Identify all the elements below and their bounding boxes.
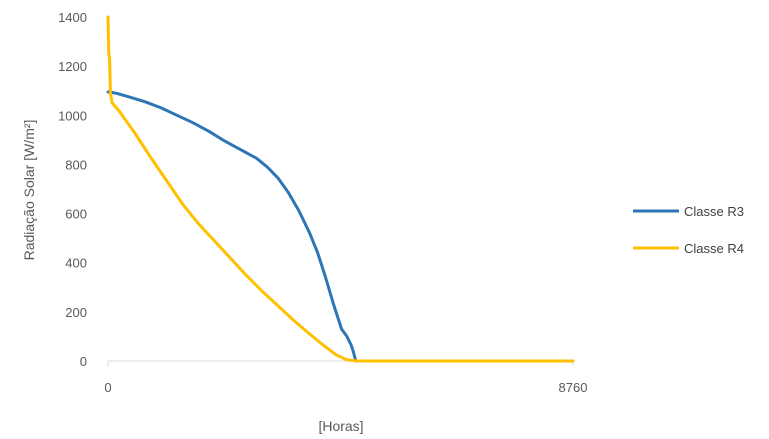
plot-area xyxy=(106,15,575,363)
legend: Classe R3 Classe R4 xyxy=(633,204,744,256)
legend-label: Classe R3 xyxy=(684,204,744,219)
x-tick-labels: 0 8760 xyxy=(104,361,587,395)
y-tick-label: 400 xyxy=(65,256,87,271)
y-tick-label: 1200 xyxy=(58,59,87,74)
y-tick-label: 600 xyxy=(65,207,87,222)
x-tick-label: 0 xyxy=(104,380,111,395)
legend-label: Classe R4 xyxy=(684,241,744,256)
x-axis-label: [Horas] xyxy=(318,418,363,434)
series-line-classe-r4 xyxy=(106,15,575,363)
y-tick-label: 800 xyxy=(65,157,87,172)
y-axis-title: Radiação Solar [W/m²] xyxy=(21,120,37,261)
series-line-classe-r3 xyxy=(106,90,358,363)
y-tick-label: 1000 xyxy=(58,108,87,123)
x-tick-label: 8760 xyxy=(559,380,588,395)
y-tick-labels: 0 200 400 600 800 1000 1200 1400 xyxy=(58,10,87,369)
y-tick-label: 200 xyxy=(65,305,87,320)
y-tick-label: 0 xyxy=(80,354,87,369)
y-axis-label: Radiação Solar [W/m²] xyxy=(21,120,37,261)
y-tick-label: 1400 xyxy=(58,10,87,25)
